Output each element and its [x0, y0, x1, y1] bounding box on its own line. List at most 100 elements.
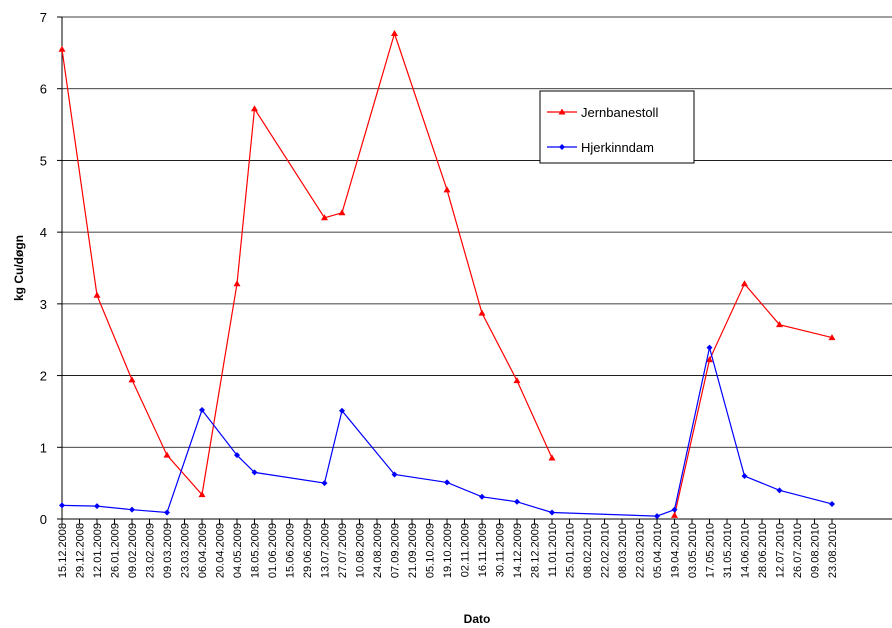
data-point [741, 472, 748, 479]
data-point [671, 506, 678, 513]
x-tick-label: 09.02.2009 [127, 523, 139, 578]
data-point [391, 29, 398, 36]
data-point [233, 280, 241, 287]
x-tick-label: 27.07.2009 [337, 523, 349, 578]
x-tick-label: 30.11.2009 [495, 523, 507, 577]
x-tick-label: 16.11.2009 [477, 523, 489, 577]
legend-box [539, 90, 695, 164]
x-tick-label: 14.06.2010 [740, 523, 752, 578]
series-line [61, 347, 833, 517]
x-tick-label: 09.08.2010 [810, 523, 822, 578]
data-point [671, 511, 678, 518]
y-tick-label: 2 [40, 369, 47, 384]
data-point [444, 479, 450, 486]
data-point [339, 407, 345, 414]
x-tick-label: 26.01.2009 [110, 523, 122, 578]
data-point [478, 309, 486, 316]
data-point [479, 493, 485, 500]
y-tick-label: 3 [40, 297, 47, 312]
data-point [234, 452, 240, 459]
x-tick-label: 07.09.2009 [390, 523, 402, 578]
x-tick-label: 08.03.2010 [617, 523, 629, 578]
data-point [549, 509, 555, 516]
y-axis-title: kg Cu/døgn [12, 235, 26, 301]
x-tick-label: 28.06.2010 [757, 523, 769, 578]
x-tick-label: 08.02.2010 [582, 523, 594, 578]
data-point [828, 334, 836, 341]
x-tick-label: 18.05.2009 [250, 523, 262, 578]
data-point [58, 45, 66, 52]
x-tick-label: 28.12.2009 [530, 523, 542, 578]
data-point [163, 451, 171, 458]
x-tick-labels: 15.12.2008 29.12.2008 12.01.2009 26.01.2009… [57, 519, 839, 578]
legend-marker [559, 144, 565, 150]
x-tick-label: 20.04.2009 [215, 523, 227, 578]
x-tick-label: 29.06.2009 [302, 523, 314, 578]
x-tick-label: 15.06.2009 [285, 523, 297, 578]
data-point [391, 471, 398, 478]
x-tick-label: 09.03.2009 [162, 523, 174, 578]
x-tick-label: 23.08.2010 [827, 523, 839, 578]
x-tick-label: 05.10.2009 [425, 523, 437, 578]
x-tick-label: 19.10.2009 [442, 523, 454, 578]
data-point [199, 406, 205, 413]
x-tick-label: 15.12.2008 [57, 523, 69, 578]
data-point [128, 376, 136, 383]
series-hjerkinndam [59, 344, 835, 520]
x-tick-label: 01.06.2009 [267, 523, 279, 578]
data-point [94, 503, 100, 510]
axes [61, 17, 892, 520]
x-tick-label: 12.01.2009 [92, 523, 104, 578]
series-line [61, 31, 553, 496]
data-point [321, 480, 328, 487]
data-point [514, 498, 520, 505]
x-tick-label: 13.07.2009 [320, 523, 332, 578]
x-tick-label: 14.12.2009 [512, 523, 524, 578]
x-tick-label: 22.03.2010 [635, 523, 647, 578]
legend-label: Jernbanestoll [581, 105, 658, 120]
y-tick-labels: 0 1 2 3 4 5 6 7 [40, 10, 62, 527]
gridlines [62, 16, 892, 448]
x-tick-label: 17.05.2010 [705, 523, 717, 578]
x-tick-label: 11.01.2010 [547, 523, 559, 577]
data-point [513, 377, 521, 384]
x-tick-label: 23.02.2009 [145, 523, 157, 578]
data-point [129, 506, 135, 513]
data-point [93, 291, 101, 298]
data-point [321, 214, 328, 221]
x-tick-label: 26.07.2010 [792, 523, 804, 578]
x-tick-label: 04.05.2009 [232, 523, 244, 578]
x-tick-label: 22.02.2010 [600, 523, 612, 578]
x-tick-label: 23.03.2009 [180, 523, 192, 578]
data-point [443, 186, 451, 193]
data-point [776, 487, 783, 494]
data-series [58, 29, 836, 520]
x-tick-label: 19.04.2010 [670, 523, 682, 578]
data-point [829, 500, 835, 507]
y-tick-label: 6 [40, 82, 47, 97]
data-point [706, 344, 713, 351]
legend-label: Hjerkinndam [581, 140, 654, 155]
x-tick-label: 21.09.2009 [407, 523, 419, 578]
x-tick-label: 25.01.2010 [565, 523, 577, 578]
data-point [776, 321, 783, 328]
x-tick-label: 24.08.2009 [372, 523, 384, 578]
legend: Jernbanestoll Hjerkinndam [539, 90, 695, 164]
data-point [706, 356, 713, 363]
data-point [654, 513, 660, 520]
y-tick-label: 7 [40, 10, 47, 25]
x-tick-label: 12.07.2010 [775, 523, 787, 578]
data-point [251, 105, 258, 112]
x-tick-label: 03.05.2010 [687, 523, 699, 578]
data-point [548, 454, 556, 461]
data-point [338, 209, 346, 216]
x-tick-label: 31.05.2010 [722, 523, 734, 578]
x-tick-label: 06.04.2009 [197, 523, 209, 578]
x-tick-label: 10.08.2009 [355, 523, 367, 578]
x-tick-label: 29.12.2008 [75, 523, 87, 578]
data-point [741, 280, 748, 287]
data-point [164, 509, 170, 516]
legend-marker [558, 108, 566, 115]
x-axis-title: Dato [464, 612, 491, 626]
